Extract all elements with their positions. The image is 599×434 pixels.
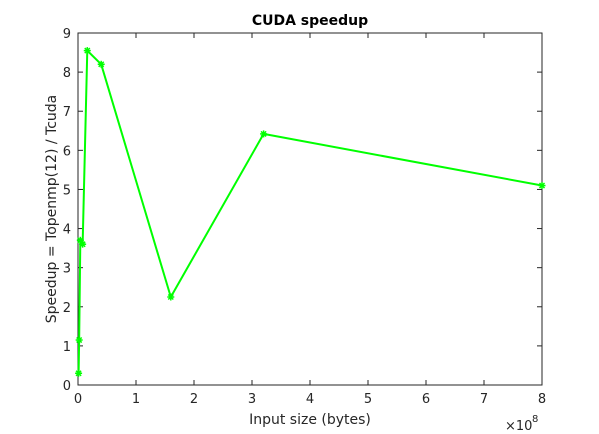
- y-tick-label: 5: [63, 183, 71, 198]
- data-point: [75, 336, 83, 344]
- data-point-stroke: [98, 61, 105, 68]
- data-point-stroke: [75, 370, 82, 377]
- data-point: [79, 240, 87, 248]
- y-tick-label: 7: [63, 105, 71, 120]
- x-exponent-power: 8: [532, 414, 538, 425]
- y-tick-label: 9: [63, 27, 71, 42]
- y-tick-label: 0: [63, 379, 71, 394]
- x-tick-label: 3: [248, 392, 256, 407]
- data-point: [75, 369, 83, 377]
- data-point-stroke: [77, 237, 84, 244]
- data-point: [97, 60, 105, 68]
- y-tick-label: 2: [63, 301, 71, 316]
- x-tick-label: 5: [364, 392, 372, 407]
- data-point-stroke: [538, 182, 546, 189]
- x-tick-label: 2: [190, 392, 198, 407]
- y-tick-label: 4: [63, 223, 71, 238]
- x-tick-label: 8: [538, 392, 546, 407]
- data-point-stroke: [167, 293, 174, 301]
- data-point-stroke: [260, 130, 267, 137]
- data-point: [83, 47, 91, 55]
- chart-title: CUDA speedup: [252, 13, 368, 29]
- x-tick-label: 4: [306, 392, 314, 407]
- data-point: [260, 130, 268, 138]
- y-tick-label: 8: [63, 66, 71, 81]
- x-exponent-base: ×10: [505, 419, 532, 434]
- plot-area: [77, 32, 543, 386]
- series-layer: [75, 47, 546, 377]
- data-point-stroke: [79, 241, 86, 248]
- y-tick-label: 1: [63, 340, 71, 355]
- x-exponent: ×10 8: [505, 414, 538, 434]
- y-tick-label: 3: [63, 262, 71, 277]
- data-point-stroke: [76, 336, 83, 344]
- y-tick-label: 6: [63, 144, 71, 159]
- x-axis-label: Input size (bytes): [249, 412, 371, 428]
- y-axis-label: Speedup = Topenmp(12) / Tcuda: [44, 95, 60, 323]
- data-point-stroke: [84, 47, 91, 54]
- data-point: [167, 293, 175, 301]
- x-tick-label: 0: [74, 392, 82, 407]
- y-axis: 0 1 2 3 4 5 6 7 8 9: [63, 27, 542, 394]
- data-point: [538, 182, 546, 190]
- x-tick-label: 6: [422, 392, 430, 407]
- plot-frame: [77, 32, 543, 386]
- x-axis: 0 1 2 3 4 5 6 7 8: [74, 33, 546, 407]
- x-tick-label: 7: [480, 392, 488, 407]
- x-tick-label: 1: [132, 392, 140, 407]
